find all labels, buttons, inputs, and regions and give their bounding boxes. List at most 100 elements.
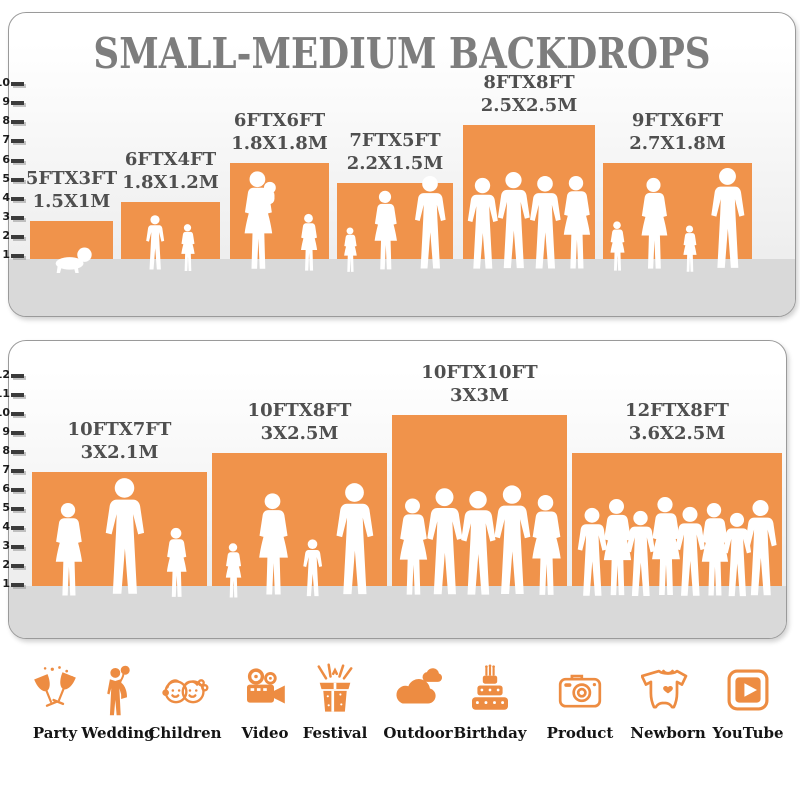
people-silhouettes [32,477,207,602]
woman-silhouette [557,175,595,275]
category-outdoor: Outdoor [376,663,460,742]
size-meters-text: 3X2.5M [260,422,339,444]
category-label: Video [241,724,289,742]
man-silhouette [707,167,748,275]
category-wedding: Wedding [76,663,160,742]
size-meters-text: 3X3M [450,384,509,406]
people-silhouettes [463,171,595,275]
category-label: Festival [302,724,368,742]
size-feet-text: 9FTX6FT [631,110,724,131]
category-youtube: YouTube [706,663,790,742]
size-meters-text: 1.5X1M [32,190,111,212]
video-icon [247,668,285,704]
size-feet-text: 7FTX5FT [349,130,441,151]
mother-with-child-silhouette [239,170,285,275]
floor-strip [9,586,786,638]
wedding-icon [107,665,130,716]
outdoor-icon [396,668,443,704]
woman-silhouette [635,177,672,275]
size-feet-text: 10FTX8FT [247,400,352,421]
category-label: YouTube [712,724,784,742]
backdrop-size-label: 7FTX5FT 2.2X1.5M [347,130,444,175]
girl-silhouette [297,213,320,275]
girl-silhouette [222,542,244,602]
size-feet-text: 6FTX4FT [124,149,217,170]
category-party: Party [13,663,97,742]
backdrop-bar-10ftx8ft [212,453,387,586]
girl-silhouette [680,225,699,275]
party-icon [34,666,76,707]
woman-silhouette [369,190,401,275]
woman-silhouette [49,502,87,602]
man-silhouette [741,499,780,602]
size-feet-text: 8FTX8FT [483,72,575,93]
category-label: Product [546,724,614,742]
people-silhouettes [212,482,387,602]
category-label: Party [32,724,78,742]
festival-icon [317,663,353,712]
man-silhouette [332,482,377,602]
category-label: Wedding [81,724,155,742]
size-meters-text: 2.7X1.8M [629,132,726,154]
backdrop-size-label: 10FTX8FT 3X2.5M [248,400,352,445]
backdrop-size-label: 10FTX10FT 3X3M [421,362,537,407]
category-video: Video [223,663,307,742]
product-icon [558,674,602,708]
size-feet-text: 12FTX8FT [625,400,729,421]
boy-silhouette [301,537,324,602]
man-silhouette [101,477,148,602]
category-festival: Festival [293,663,377,742]
people-silhouettes [572,496,782,602]
page-title: SMALL-MEDIUM BACKDROPS [93,29,711,78]
people-silhouettes [30,245,113,275]
small-medium-backdrops-panel: SMALL-MEDIUM BACKDROPS 5FTX3FT 1.5X1M 6FTX… [8,12,796,317]
size-meters-text: 1.8X1.8M [231,132,328,154]
woman-silhouette [252,492,293,602]
people-silhouettes [392,484,567,602]
people-silhouettes [603,167,752,275]
floor-strip [9,259,795,316]
baby-silhouette [48,245,96,275]
youtube-icon [727,669,769,711]
woman-silhouette [525,494,566,602]
backdrop-bar-10ftx7ft [32,472,207,586]
backdrop-size-label: 10FTX7FT 3X2.1M [68,419,172,464]
children-icon [162,679,209,704]
category-label: Outdoor [383,724,453,742]
backdrop-bar-8ftx8ft [463,125,595,259]
backdrop-bar-12ftx8ft [572,453,782,586]
size-meters-text: 1.8X1.2M [122,171,219,193]
size-meters-text: 3X2.1M [80,441,159,463]
backdrop-bar-6ftx6ft [230,163,329,259]
size-meters-text: 2.5X2.5M [480,94,578,116]
backdrop-bar-7ftx5ft [337,183,453,259]
girl-silhouette [162,527,190,602]
size-meters-text: 3.6X2.5M [628,422,726,444]
category-product: Product [538,663,622,742]
girl-silhouette [178,223,197,275]
category-label: Children [148,724,222,742]
people-silhouettes [230,170,329,275]
man-silhouette [411,175,449,275]
size-feet-text: 10FTX10FT [421,362,538,383]
size-meters-text: 2.2X1.5M [346,152,444,174]
people-silhouettes [121,213,220,275]
category-label: Newborn [630,724,706,742]
people-silhouettes [337,175,453,275]
backdrop-bar-10ftx10ft [392,415,567,586]
backdrop-bar-5ftx3ft [30,221,113,259]
girl-silhouette [607,220,627,275]
size-feet-text: 5FTX3FT [25,168,118,189]
girl-silhouette [341,227,359,275]
category-label: Birthday [453,724,527,742]
large-backdrops-panel: 10FTX7FT 3X2.1M 10FTX8FT 3X2.5M 10FTX10FT 3X3… [8,340,787,639]
category-children: Children [143,663,227,742]
backdrop-size-label: 6FTX4FT 1.8X1.2M [122,149,219,194]
backdrop-bar-6ftx4ft [121,202,220,259]
size-feet-text: 10FTX7FT [67,419,172,440]
size-feet-text: 6FTX6FT [233,110,326,131]
category-birthday: Birthday [448,663,532,742]
backdrop-size-label: 8FTX8FT 2.5X2.5M [481,72,578,117]
backdrop-size-label: 5FTX3FT 1.5X1M [26,168,117,213]
